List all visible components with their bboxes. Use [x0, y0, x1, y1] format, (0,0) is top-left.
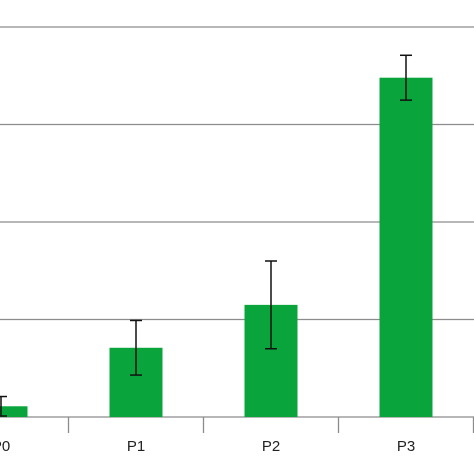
x-tick-label: P1: [127, 438, 145, 455]
x-tick-label: P2: [262, 438, 280, 455]
x-tick-label: P3: [397, 438, 415, 455]
bar: [379, 77, 433, 417]
x-tick-label: P0: [0, 438, 10, 455]
bar: [0, 406, 28, 417]
